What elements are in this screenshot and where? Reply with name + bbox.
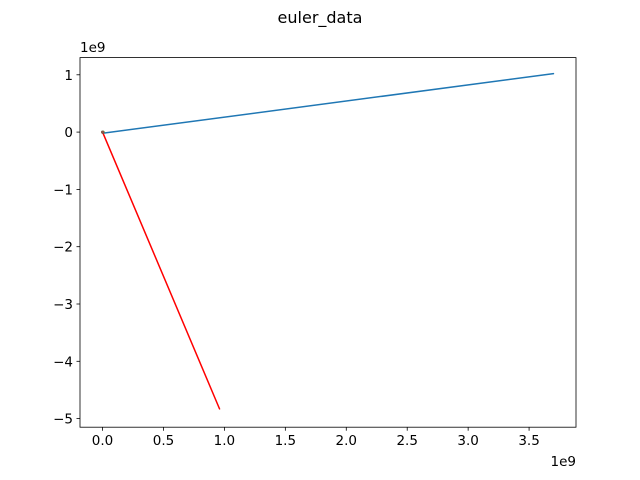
x-tick-label: 3.5 xyxy=(518,433,539,449)
axes-frame xyxy=(79,57,577,428)
chart-title: euler_data xyxy=(278,8,363,28)
plot-lines xyxy=(101,72,555,410)
x-tick-label: 1.5 xyxy=(275,433,296,449)
y-tick-label: −5 xyxy=(53,412,73,428)
y-axis: −5 −4 −3 −2 −1 0 1 xyxy=(53,68,80,428)
x-offset-label: 1e9 xyxy=(551,454,576,470)
y-tick-label: −4 xyxy=(53,354,73,370)
y-offset-label: 1e9 xyxy=(80,40,105,56)
y-tick-label: −3 xyxy=(53,297,73,313)
y-tick-label: 1 xyxy=(64,68,73,84)
x-tick-label: 0.5 xyxy=(153,433,174,449)
y-tick-label: −1 xyxy=(53,182,73,198)
x-tick-label: 2.5 xyxy=(396,433,417,449)
x-tick-label: 2.0 xyxy=(336,433,357,449)
series-line-1 xyxy=(101,131,221,410)
x-tick-label: 3.0 xyxy=(457,433,478,449)
y-tick-label: −2 xyxy=(53,240,73,256)
x-axis: 0.0 0.5 1.0 1.5 2.0 2.5 3.0 3.5 xyxy=(92,427,540,449)
x-tick-label: 1.0 xyxy=(214,433,235,449)
series-line-0 xyxy=(101,72,555,134)
y-tick-label: 0 xyxy=(64,125,73,141)
x-tick-label: 0.0 xyxy=(92,433,113,449)
